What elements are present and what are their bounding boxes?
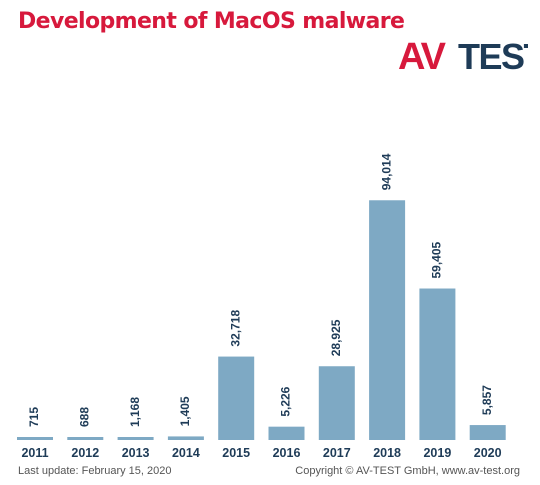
value-label-2014: 1,405: [178, 396, 192, 426]
bar-2018: [369, 200, 406, 440]
value-label-2011: 715: [27, 407, 41, 427]
value-label-2016: 5,226: [279, 386, 293, 416]
category-label-2016: 2016: [273, 446, 301, 460]
value-labels-group: 715 688 1,168 1,405 32,718 5,226 28,925 94,014 5…: [27, 153, 494, 427]
category-label-2019: 2019: [423, 446, 451, 460]
bar-2016: [268, 426, 305, 440]
value-label-2012: 688: [77, 407, 91, 427]
category-label-2013: 2013: [122, 446, 150, 460]
value-label-2013: 1,168: [128, 397, 142, 427]
value-label-2015: 32,718: [228, 310, 242, 347]
category-label-2020: 2020: [474, 446, 502, 460]
bar-2011: [17, 437, 53, 440]
category-label-2017: 2017: [323, 446, 351, 460]
value-label-2020: 5,857: [480, 385, 494, 415]
value-label-2019: 59,405: [430, 241, 444, 278]
bar-2019: [419, 288, 456, 440]
category-label-2011: 2011: [21, 446, 48, 460]
copyright-text: Copyright © AV-TEST GmbH, www.av-test.or…: [295, 465, 520, 477]
category-label-2014: 2014: [172, 446, 200, 460]
logo-text-av: AV: [398, 36, 447, 76]
bar-2015: [218, 356, 255, 440]
category-label-2015: 2015: [222, 446, 250, 460]
bar-2017: [318, 366, 355, 440]
chart-title: Development of MacOS malware: [18, 9, 405, 34]
bars-group: [17, 200, 506, 440]
bar-2020: [469, 425, 506, 440]
bar-2014: [167, 436, 204, 440]
bar-2013: [117, 437, 154, 440]
bar-2012: [67, 437, 104, 440]
category-label-2018: 2018: [373, 446, 401, 460]
av-test-logo-graphic: AV TEST: [398, 36, 540, 78]
logo-text-test: TEST: [458, 36, 528, 76]
category-label-2012: 2012: [71, 446, 99, 460]
value-label-2017: 28,925: [329, 319, 343, 356]
av-test-logo: AV TEST: [398, 36, 540, 78]
value-label-2018: 94,014: [379, 153, 393, 190]
last-update-text: Last update: February 15, 2020: [18, 465, 172, 477]
category-labels-group: 2011 2012 2013 2014 2015 2016 2017 2018 2019 2020: [21, 446, 501, 460]
